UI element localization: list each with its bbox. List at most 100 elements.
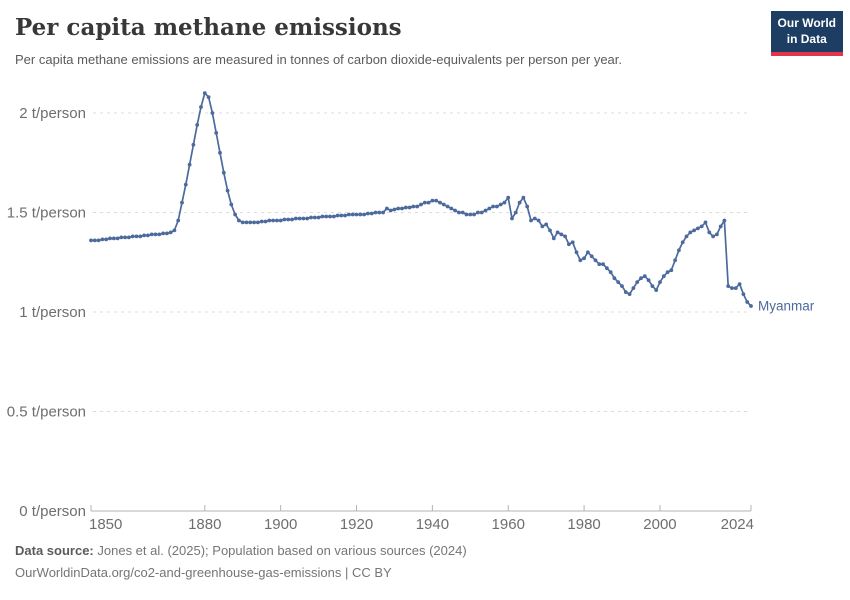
data-point[interactable]: [206, 95, 211, 99]
data-point[interactable]: [415, 204, 420, 209]
data-point[interactable]: [586, 250, 590, 255]
data-point[interactable]: [525, 204, 530, 209]
data-point[interactable]: [426, 200, 431, 205]
data-point[interactable]: [126, 235, 131, 240]
data-point[interactable]: [199, 105, 203, 109]
data-point[interactable]: [570, 240, 575, 245]
data-point[interactable]: [259, 219, 264, 224]
data-point[interactable]: [578, 258, 583, 263]
data-point[interactable]: [616, 280, 621, 284]
data-point[interactable]: [677, 248, 681, 253]
data-point[interactable]: [350, 212, 355, 217]
data-point[interactable]: [293, 216, 298, 221]
entity-label[interactable]: Myanmar: [758, 299, 815, 314]
data-point[interactable]: [366, 211, 370, 216]
data-point[interactable]: [195, 123, 200, 127]
data-point[interactable]: [730, 286, 734, 290]
data-point[interactable]: [715, 232, 719, 237]
data-point[interactable]: [631, 286, 636, 290]
data-point[interactable]: [544, 222, 549, 227]
data-point[interactable]: [403, 205, 408, 210]
data-point[interactable]: [157, 232, 162, 237]
data-point[interactable]: [381, 210, 385, 215]
data-point[interactable]: [388, 208, 393, 213]
data-point[interactable]: [305, 216, 310, 221]
data-point[interactable]: [218, 150, 222, 155]
data-point[interactable]: [589, 254, 594, 259]
data-point[interactable]: [407, 205, 412, 210]
data-point[interactable]: [438, 200, 442, 205]
data-point[interactable]: [567, 242, 571, 247]
data-point[interactable]: [385, 206, 389, 211]
data-point[interactable]: [297, 216, 302, 221]
data-point[interactable]: [252, 220, 256, 225]
data-point[interactable]: [187, 162, 192, 167]
data-point[interactable]: [464, 212, 469, 217]
data-point[interactable]: [316, 215, 321, 220]
data-point[interactable]: [373, 210, 378, 215]
data-point[interactable]: [191, 142, 196, 147]
data-point[interactable]: [449, 206, 454, 211]
data-point[interactable]: [457, 210, 461, 215]
owid-logo[interactable]: Our World in Data: [770, 11, 843, 57]
data-point[interactable]: [627, 292, 632, 296]
data-point[interactable]: [92, 238, 97, 243]
data-point[interactable]: [460, 210, 465, 215]
data-point[interactable]: [301, 216, 306, 221]
data-point[interactable]: [411, 204, 416, 209]
data-point[interactable]: [214, 131, 219, 135]
data-point[interactable]: [282, 217, 287, 222]
data-point[interactable]: [362, 212, 366, 217]
data-point[interactable]: [639, 276, 643, 281]
footer-link[interactable]: OurWorldinData.org/co2-and-greenhouse-ga…: [15, 565, 392, 580]
data-point[interactable]: [612, 276, 617, 281]
data-point[interactable]: [324, 214, 329, 219]
data-point[interactable]: [115, 236, 120, 241]
data-point[interactable]: [278, 218, 283, 223]
data-point[interactable]: [551, 236, 556, 241]
data-point[interactable]: [498, 202, 503, 207]
data-point[interactable]: [745, 300, 750, 304]
data-point[interactable]: [172, 228, 177, 233]
data-point[interactable]: [290, 217, 294, 222]
data-point[interactable]: [343, 213, 347, 218]
data-point[interactable]: [237, 218, 241, 223]
data-point[interactable]: [134, 234, 139, 239]
data-point[interactable]: [271, 218, 275, 223]
data-point[interactable]: [510, 216, 514, 221]
data-point[interactable]: [168, 230, 173, 235]
data-point[interactable]: [377, 210, 382, 215]
data-point[interactable]: [669, 268, 674, 273]
data-point[interactable]: [441, 202, 446, 207]
data-point[interactable]: [502, 200, 507, 205]
data-point[interactable]: [149, 232, 154, 237]
data-point[interactable]: [703, 220, 708, 225]
data-point[interactable]: [453, 208, 457, 213]
data-point[interactable]: [138, 234, 143, 239]
data-point[interactable]: [358, 212, 363, 217]
data-point[interactable]: [331, 214, 336, 219]
data-point[interactable]: [142, 233, 147, 238]
data-point[interactable]: [119, 235, 124, 240]
data-point[interactable]: [400, 206, 404, 211]
data-point[interactable]: [684, 234, 689, 239]
data-point[interactable]: [574, 250, 579, 255]
data-point[interactable]: [244, 220, 249, 225]
data-point[interactable]: [347, 212, 351, 217]
data-point[interactable]: [707, 230, 712, 235]
data-point[interactable]: [202, 91, 207, 95]
data-point[interactable]: [696, 226, 700, 231]
data-point[interactable]: [123, 235, 127, 240]
data-point[interactable]: [479, 210, 484, 215]
data-point[interactable]: [741, 292, 746, 296]
data-point[interactable]: [275, 218, 279, 223]
myanmar-trend-line[interactable]: [90, 92, 752, 307]
data-point[interactable]: [635, 280, 640, 284]
data-point[interactable]: [559, 232, 564, 237]
data-point[interactable]: [605, 266, 609, 271]
data-point[interactable]: [620, 284, 624, 288]
data-point[interactable]: [233, 212, 238, 217]
data-point[interactable]: [582, 256, 586, 261]
data-point[interactable]: [320, 214, 325, 219]
data-point[interactable]: [699, 224, 704, 229]
